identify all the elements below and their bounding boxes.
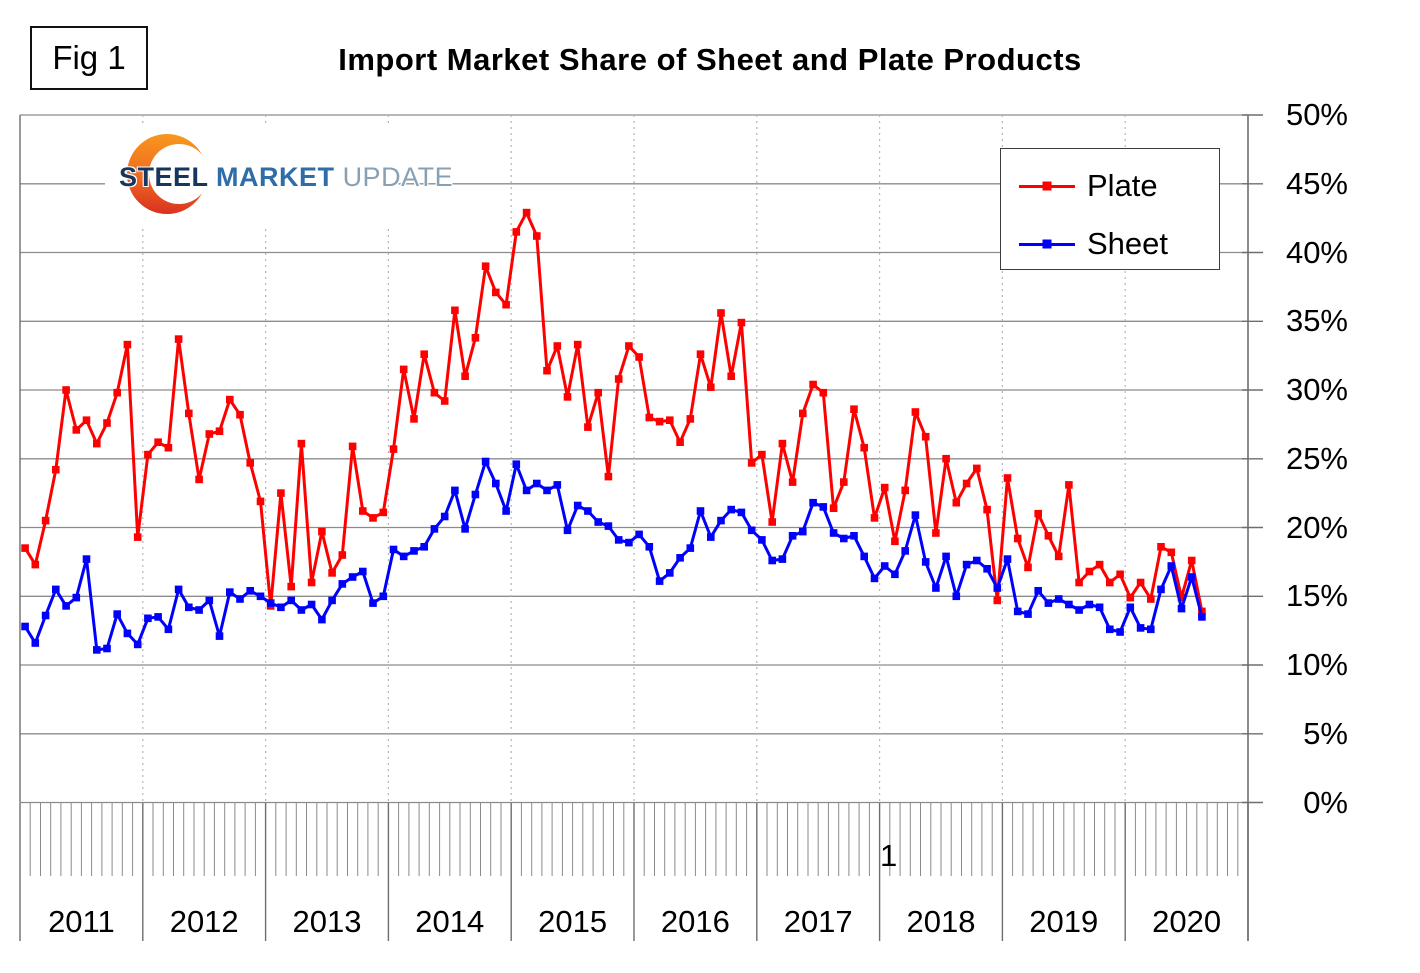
y-axis-tick-label: 40%: [1285, 234, 1348, 270]
y-axis-tick-label: 30%: [1285, 372, 1348, 407]
x-axis-year-label: 2014: [415, 904, 485, 939]
logo-word-market: MARKET: [216, 162, 335, 192]
y-axis-tick-label: 50%: [1285, 97, 1348, 132]
y-axis-tick-label: 20%: [1285, 509, 1348, 545]
figure-number-label: Fig 1: [52, 39, 126, 76]
chart-title: Import Market Share of Sheet and Plate P…: [338, 42, 1082, 77]
stray-axis-label: 1: [880, 838, 898, 873]
logo-wordmark: STEEL MARKET UPDATE: [119, 162, 453, 193]
x-axis-year-label: 2017: [783, 904, 853, 939]
logo-word-steel: STEEL: [119, 162, 209, 192]
y-axis-tick-label: 35%: [1285, 303, 1348, 339]
legend-label-sheet: Sheet: [1087, 226, 1169, 261]
y-axis-tick-label: 10%: [1285, 647, 1348, 682]
x-axis-year-label: 2018: [906, 904, 976, 939]
plate-line-swatch-icon: [1019, 181, 1075, 191]
chart-legend: Plate Sheet: [1000, 148, 1220, 270]
logo-crescent-cutout: [149, 144, 209, 204]
y-axis-tick-label: 45%: [1285, 165, 1348, 201]
x-axis-year-label: 2016: [660, 904, 730, 939]
y-axis-tick-label: 0%: [1303, 784, 1348, 820]
y-axis-tick-label: 5%: [1303, 715, 1348, 751]
x-axis-year-label: 2013: [292, 904, 362, 939]
x-axis-year-label: 2011: [48, 904, 115, 939]
figure-number-box: Fig 1: [30, 26, 148, 90]
legend-item-sheet: Sheet: [1019, 224, 1168, 264]
sheet-marker-icon: [1042, 239, 1052, 249]
x-axis-year-label: 2020: [1152, 904, 1222, 939]
logo-word-update: UPDATE: [342, 162, 454, 192]
y-axis-tick-label: 15%: [1285, 578, 1348, 614]
x-axis-year-label: 2012: [169, 904, 239, 939]
x-axis-year-label: 2019: [1029, 904, 1099, 939]
sheet-line-swatch-icon: [1019, 239, 1075, 249]
plate-marker-icon: [1042, 181, 1052, 191]
y-axis-tick-label: 25%: [1285, 440, 1348, 476]
legend-item-plate: Plate: [1019, 166, 1158, 206]
steel-market-update-logo: STEEL MARKET UPDATE: [105, 126, 453, 228]
legend-label-plate: Plate: [1087, 168, 1158, 203]
x-axis-year-label: 2015: [538, 904, 608, 939]
